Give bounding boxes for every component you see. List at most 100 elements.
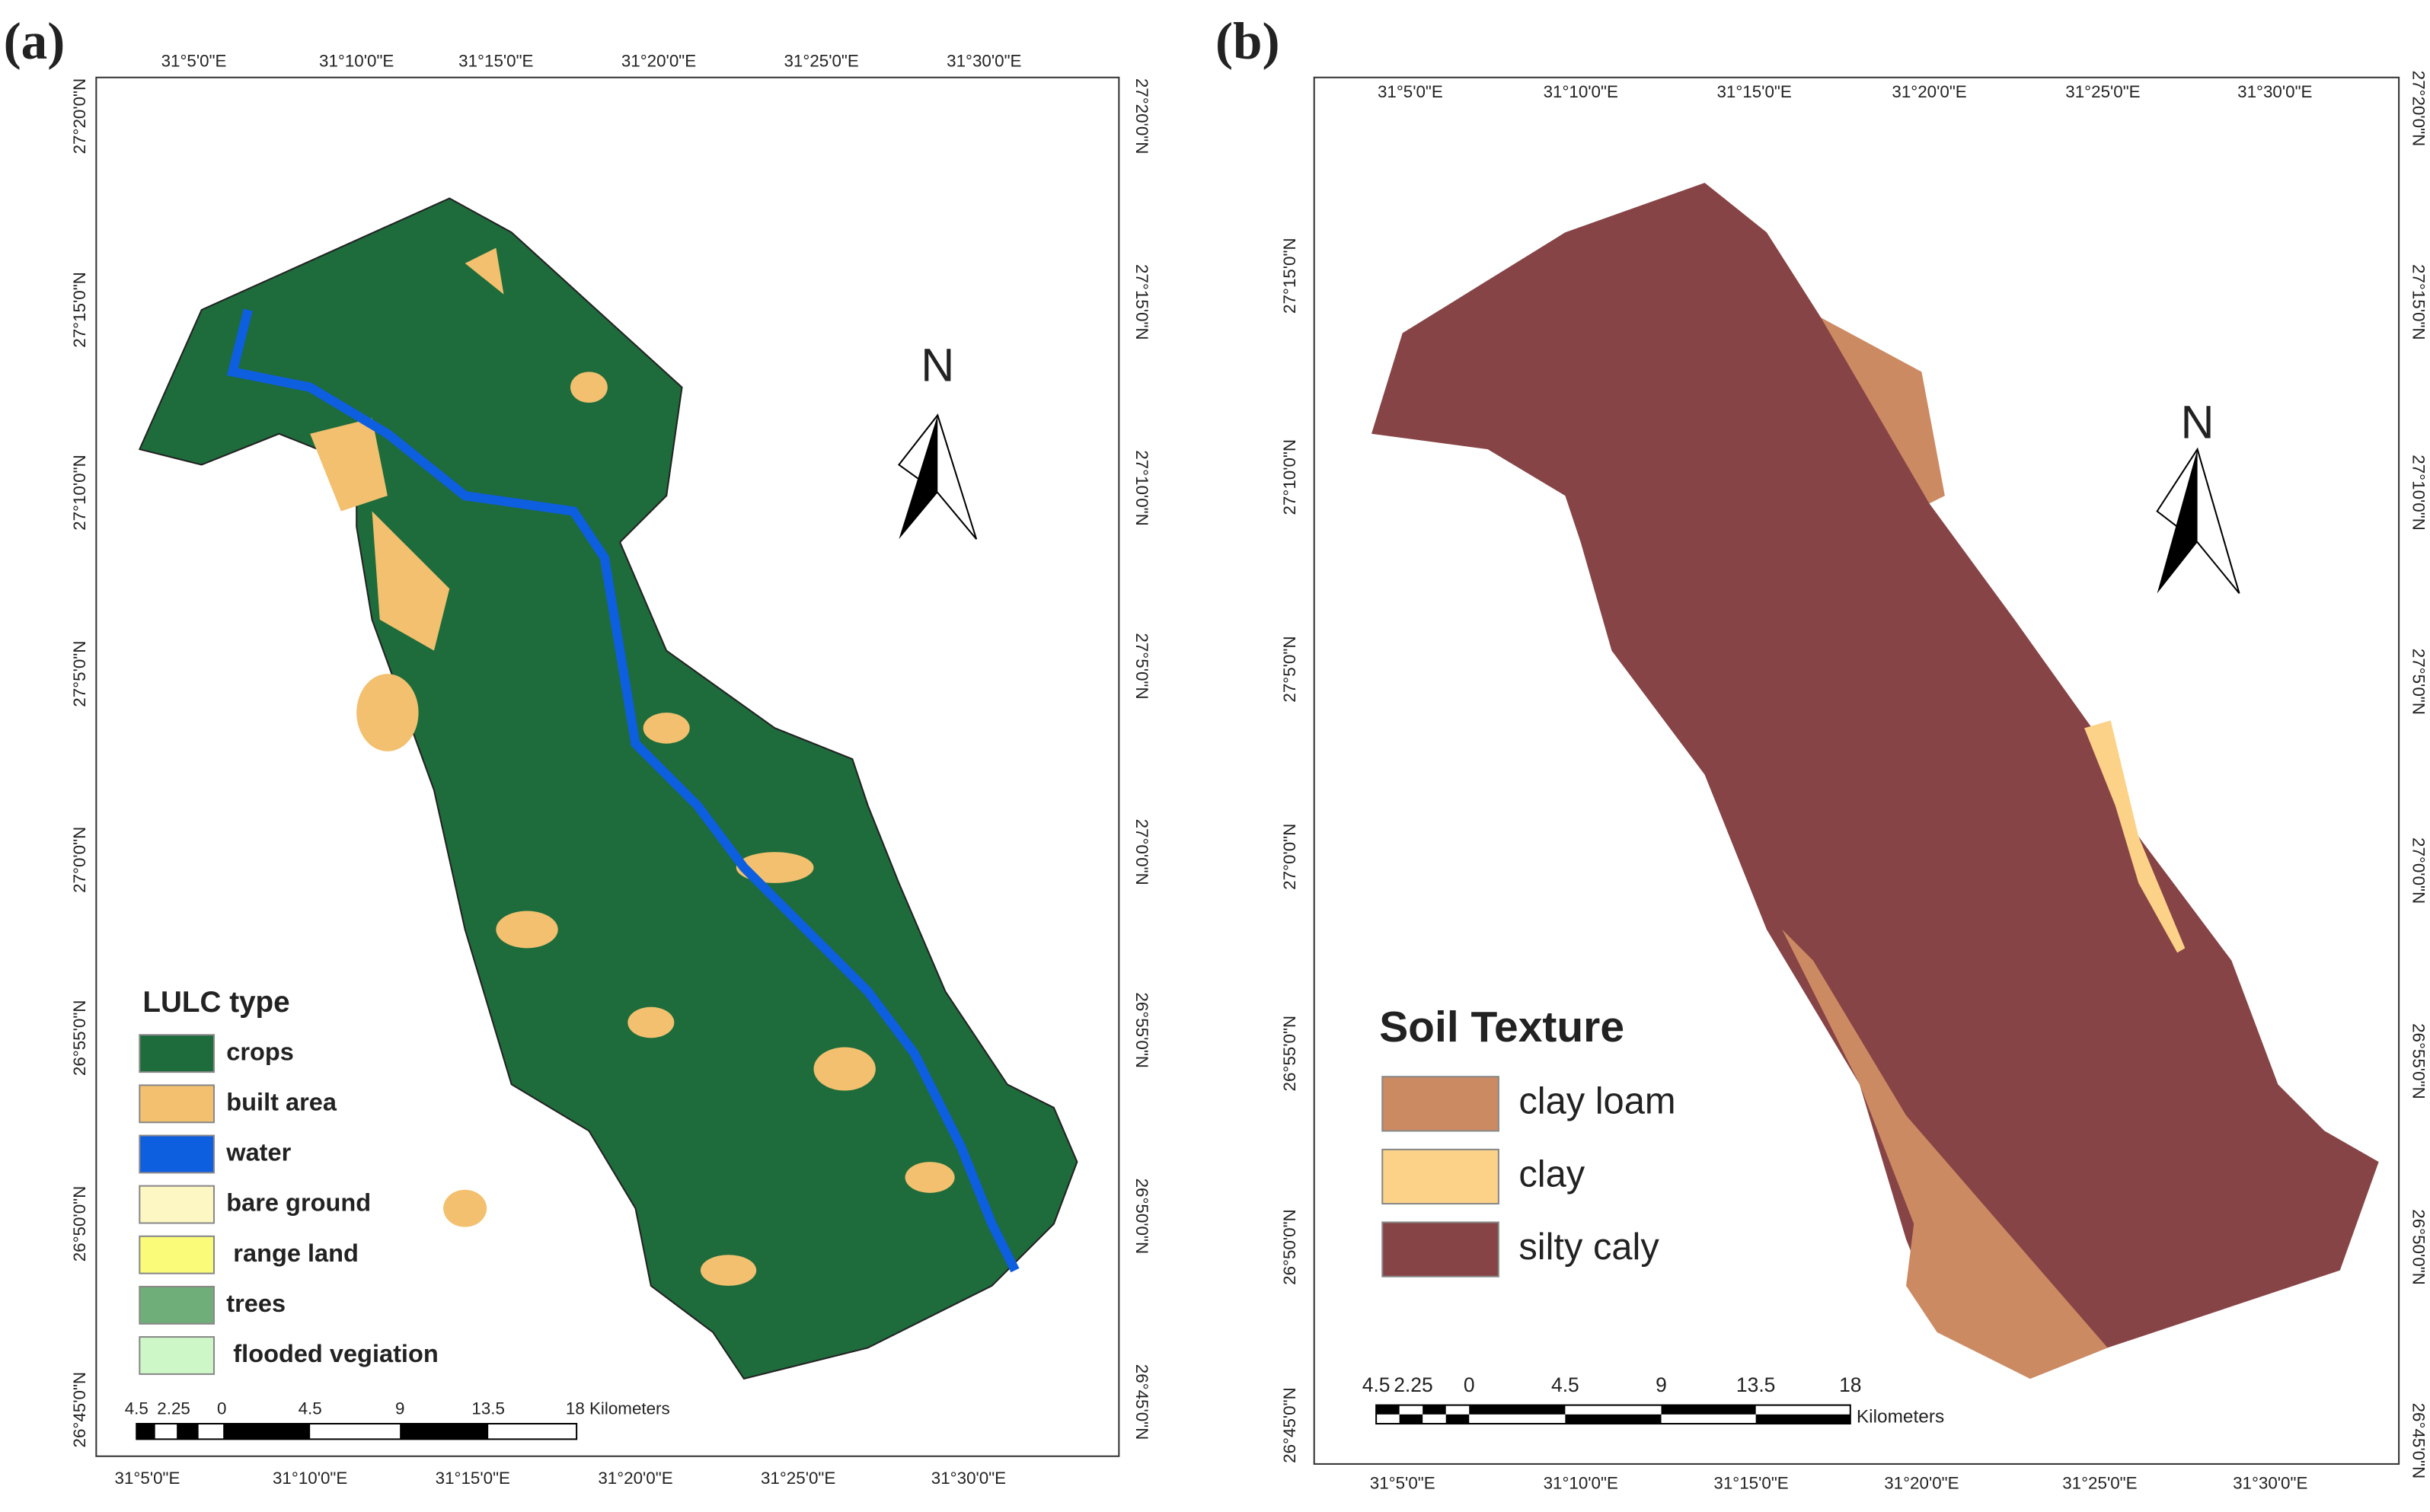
legend-swatch: [1381, 1148, 1499, 1205]
north-label: N: [921, 339, 954, 391]
top-tick-label: 31°10'0"E: [1544, 82, 1618, 101]
scale-label: 9: [1656, 1373, 1667, 1396]
bottom-tick-label: 31°20'0"E: [598, 1469, 672, 1488]
top-tick-label: 31°20'0"E: [1892, 82, 1966, 101]
right-tick-label: 26°45'0"N: [1132, 1364, 1151, 1440]
map-frame: [1313, 76, 2400, 1465]
top-tick-label: 31°20'0"E: [621, 51, 696, 70]
right-tick-label: 27°15'0"N: [2409, 264, 2428, 340]
top-tick-label: 31°15'0"E: [458, 51, 533, 70]
legend-label: built area: [226, 1088, 337, 1115]
panel-label: (a): [4, 11, 65, 70]
left-tick-label: 26°50'0"N: [1280, 1209, 1299, 1285]
left-tick-label: 27°15'0"N: [70, 272, 89, 348]
bottom-tick-label: 31°10'0"E: [273, 1469, 347, 1488]
left-tick-label: 27°10'0"N: [1280, 439, 1299, 515]
top-tick-label: 31°25'0"E: [2065, 82, 2140, 101]
right-tick-label: 26°55'0"N: [2409, 1023, 2428, 1099]
right-tick-label: 27°0'0"N: [1132, 819, 1151, 885]
map-frame: [95, 76, 1120, 1457]
right-tick-label: 26°55'0"N: [1132, 992, 1151, 1068]
top-tick-label: 31°30'0"E: [2237, 82, 2312, 101]
scale-label: 4.5: [299, 1399, 322, 1418]
top-tick-label: 31°30'0"E: [947, 51, 1021, 70]
left-tick-label: 26°55'0"N: [70, 1000, 89, 1077]
north-label: N: [2181, 397, 2214, 448]
bottom-tick-label: 31°20'0"E: [1884, 1473, 1959, 1492]
scale-label: 13.5: [471, 1399, 505, 1418]
scale-label: 13.5: [1736, 1373, 1775, 1396]
legend-swatch: [139, 1034, 216, 1073]
right-tick-label: 26°45'0"N: [2409, 1403, 2428, 1479]
scale-label: 2.25: [157, 1399, 190, 1418]
legend-label: range land: [226, 1239, 359, 1267]
left-tick-label: 27°5'0"N: [1280, 636, 1299, 702]
legend-label: water: [225, 1139, 291, 1166]
left-tick-label: 26°45'0"N: [70, 1372, 89, 1448]
bottom-tick-label: 31°15'0"E: [1713, 1473, 1788, 1492]
right-tick-label: 27°20'0"N: [2409, 71, 2428, 147]
right-tick-label: 27°0'0"N: [2409, 837, 2428, 904]
bottom-tick-label: 31°25'0"E: [2062, 1473, 2137, 1492]
legend-swatch: [139, 1285, 216, 1325]
clay-loam-north: [1704, 183, 1945, 504]
right-tick-label: 26°50'0"N: [2409, 1209, 2428, 1285]
north-arrow-half: [2157, 449, 2198, 594]
legend-title: LULC type: [142, 986, 289, 1019]
clay-loam-south: [1782, 929, 2108, 1380]
legend-label: clay loam: [1518, 1081, 1675, 1122]
legend-swatch: [139, 1185, 216, 1224]
left-tick-label: 27°0'0"N: [1280, 824, 1299, 890]
left-tick-label: 26°55'0"N: [1280, 1016, 1299, 1092]
silty-clay-area: [1371, 183, 2379, 1380]
left-tick-label: 27°15'0"N: [1280, 238, 1299, 314]
left-tick-label: 26°50'0"N: [70, 1186, 89, 1262]
left-tick-label: 26°45'0"N: [1280, 1387, 1299, 1463]
scale-label: 4.5: [1551, 1373, 1579, 1396]
top-tick-label: 31°15'0"E: [1716, 82, 1791, 101]
panel-b: N Soil Texture Kilometers: [1313, 76, 2400, 1465]
left-tick-label: 27°0'0"N: [70, 827, 89, 893]
top-tick-label: 31°10'0"E: [319, 51, 394, 70]
right-tick-label: 27°10'0"N: [2409, 455, 2428, 531]
clay-area: [2084, 720, 2186, 953]
legend-title: Soil Texture: [1379, 1003, 1624, 1051]
legend-label: silty caly: [1518, 1227, 1659, 1268]
bottom-tick-label: 31°5'0"E: [1370, 1473, 1435, 1492]
scale-label: 4.5: [125, 1399, 148, 1418]
left-tick-label: 27°5'0"N: [70, 641, 89, 707]
legend-swatch: [1381, 1221, 1499, 1278]
scale-label: 9: [395, 1399, 404, 1418]
north-arrow-half: [899, 415, 938, 540]
scale-label: 18 Kilometers: [566, 1399, 670, 1418]
legend-label: crops: [226, 1038, 294, 1065]
legend-label: flooded vegiation: [226, 1340, 438, 1367]
right-tick-label: 27°15'0"N: [1132, 264, 1151, 340]
legend-swatch: [1381, 1076, 1499, 1132]
right-tick-label: 27°20'0"N: [1132, 78, 1151, 155]
scale-label: 0: [217, 1399, 226, 1418]
bottom-tick-label: 31°5'0"E: [115, 1469, 180, 1488]
river: [226, 308, 1020, 1273]
right-tick-label: 27°10'0"N: [1132, 450, 1151, 526]
legend-swatch: [139, 1336, 216, 1375]
bottom-tick-label: 31°30'0"E: [931, 1469, 1006, 1488]
scale-label: 4.5: [1362, 1373, 1391, 1396]
panel-label: (b): [1215, 11, 1280, 70]
legend-label: clay: [1518, 1153, 1585, 1195]
scale-label: 18: [1839, 1373, 1861, 1396]
scale-bar: [1375, 1404, 1851, 1425]
panel-a: N LULC type: [95, 76, 1120, 1457]
right-tick-label: 26°50'0"N: [1132, 1179, 1151, 1255]
bottom-tick-label: 31°15'0"E: [436, 1469, 510, 1488]
right-tick-label: 27°5'0"N: [2409, 649, 2428, 715]
legend-label: bare ground: [226, 1189, 371, 1217]
top-tick-label: 31°5'0"E: [1378, 82, 1443, 101]
right-tick-label: 27°5'0"N: [1132, 633, 1151, 699]
scale-bar: [136, 1422, 578, 1440]
bottom-tick-label: 31°25'0"E: [761, 1469, 835, 1488]
legend-swatch: [139, 1134, 216, 1174]
scale-label: 0: [1464, 1373, 1475, 1396]
bottom-tick-label: 31°10'0"E: [1544, 1473, 1618, 1492]
